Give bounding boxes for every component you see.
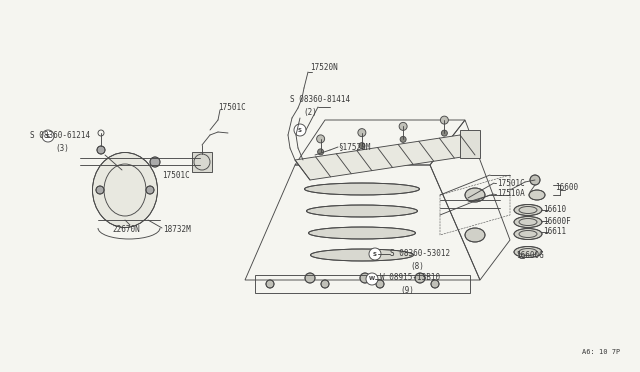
Circle shape <box>321 280 329 288</box>
Bar <box>192 152 212 172</box>
Text: S: S <box>298 128 302 132</box>
Text: 22670N: 22670N <box>112 225 140 234</box>
Circle shape <box>96 186 104 194</box>
Text: S 08360-81414: S 08360-81414 <box>290 96 350 105</box>
Circle shape <box>150 157 160 167</box>
Text: A6: 10 7P: A6: 10 7P <box>582 349 620 355</box>
Text: 18732M: 18732M <box>163 225 191 234</box>
Circle shape <box>400 137 406 142</box>
Text: (2): (2) <box>303 108 317 116</box>
Ellipse shape <box>529 190 545 200</box>
Circle shape <box>317 149 324 155</box>
Ellipse shape <box>305 183 419 195</box>
Text: 16600G: 16600G <box>516 251 544 260</box>
Circle shape <box>97 146 105 154</box>
Circle shape <box>305 273 315 283</box>
Text: 16600F: 16600F <box>543 217 571 225</box>
Ellipse shape <box>514 228 542 240</box>
Circle shape <box>415 273 425 283</box>
Text: S: S <box>46 134 50 138</box>
Ellipse shape <box>465 228 485 242</box>
Text: 16600: 16600 <box>555 183 578 192</box>
Text: 16611: 16611 <box>543 228 566 237</box>
Circle shape <box>42 130 54 142</box>
Circle shape <box>530 175 540 185</box>
Bar <box>255 275 470 293</box>
Circle shape <box>431 280 439 288</box>
Text: §17520M: §17520M <box>338 142 371 151</box>
Ellipse shape <box>308 227 415 239</box>
Text: 16610: 16610 <box>543 205 566 215</box>
Text: S 08360-61214: S 08360-61214 <box>30 131 90 141</box>
Circle shape <box>266 280 274 288</box>
Circle shape <box>440 116 449 124</box>
Text: 17501C: 17501C <box>218 103 246 112</box>
Circle shape <box>358 129 366 137</box>
Text: 17501C: 17501C <box>162 170 189 180</box>
Text: (8): (8) <box>410 262 424 270</box>
Text: S 08360-53012: S 08360-53012 <box>390 250 450 259</box>
Text: 17501C: 17501C <box>497 179 525 187</box>
Text: 17520N: 17520N <box>310 64 338 73</box>
Bar <box>460 130 480 158</box>
Text: (9): (9) <box>400 285 414 295</box>
Circle shape <box>360 273 370 283</box>
Circle shape <box>442 130 447 136</box>
Text: 17510A: 17510A <box>497 189 525 199</box>
Circle shape <box>294 124 306 136</box>
Ellipse shape <box>307 205 417 217</box>
Circle shape <box>376 280 384 288</box>
Circle shape <box>399 122 407 130</box>
Circle shape <box>317 135 324 143</box>
Circle shape <box>366 273 378 285</box>
Ellipse shape <box>310 249 413 261</box>
Ellipse shape <box>514 205 542 215</box>
Circle shape <box>359 142 365 149</box>
Text: (3): (3) <box>55 144 69 153</box>
Text: W: W <box>369 276 375 282</box>
Ellipse shape <box>93 153 157 228</box>
Ellipse shape <box>514 247 542 257</box>
Text: S: S <box>373 251 377 257</box>
Circle shape <box>369 248 381 260</box>
Ellipse shape <box>514 217 542 228</box>
Ellipse shape <box>465 188 485 202</box>
Text: W 08915-13B10: W 08915-13B10 <box>380 273 440 282</box>
Polygon shape <box>295 135 475 180</box>
Circle shape <box>146 186 154 194</box>
